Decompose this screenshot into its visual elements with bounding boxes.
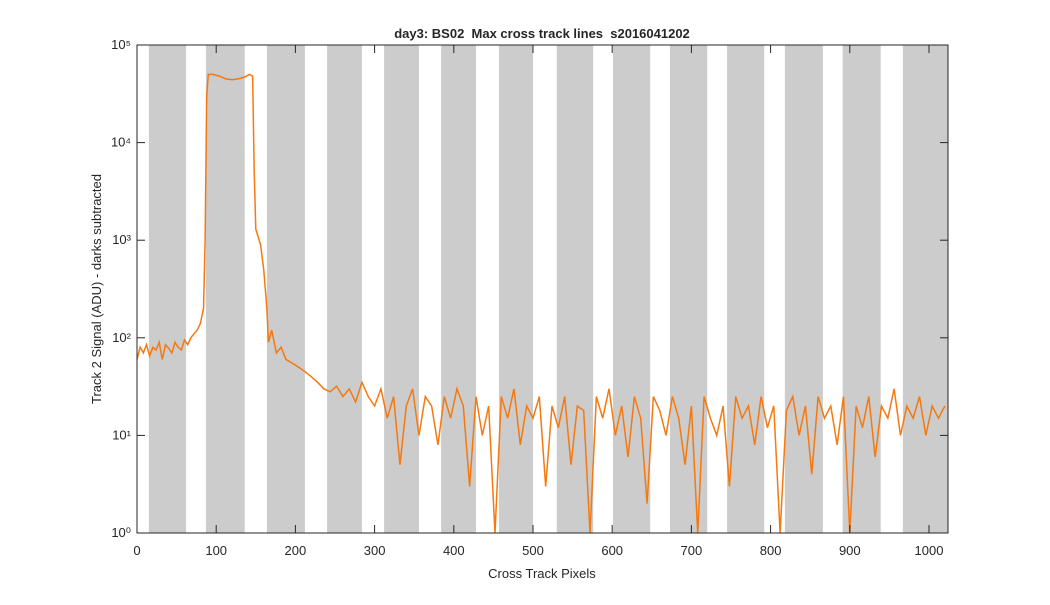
y-tick-label: 10⁵ (111, 37, 131, 52)
y-tick-label: 10¹ (112, 427, 131, 442)
x-tick-label: 600 (601, 543, 623, 558)
y-tick-label: 10⁰ (111, 525, 131, 540)
shaded-region (784, 45, 823, 533)
shaded-region (842, 45, 881, 533)
chart-title: day3: BS02 Max cross track lines s201604… (394, 26, 690, 41)
x-tick-label: 400 (443, 543, 465, 558)
x-tick-label: 800 (760, 543, 782, 558)
x-tick-label: 900 (839, 543, 861, 558)
shaded-region (327, 45, 362, 533)
shaded-region (441, 45, 476, 533)
shaded-region (148, 45, 187, 533)
y-axis-label: Track 2 Signal (ADU) - darks subtracted (89, 174, 104, 404)
axes-box (136, 44, 949, 534)
y-tick-label: 10⁴ (111, 135, 131, 150)
x-tick-label: 700 (681, 543, 703, 558)
x-tick-label: 0 (133, 543, 140, 558)
data-line (137, 73, 946, 533)
shaded-region (556, 45, 594, 533)
shaded-region (902, 45, 948, 533)
y-tick-label: 10³ (112, 232, 131, 247)
x-tick-label: 1000 (915, 543, 944, 558)
shaded-region (266, 45, 305, 533)
shaded-region (727, 45, 765, 533)
x-tick-label: 200 (285, 543, 307, 558)
shaded-region (384, 45, 419, 533)
shaded-region (612, 45, 651, 533)
x-axis-label: Cross Track Pixels (488, 566, 596, 581)
x-tick-label: 100 (205, 543, 227, 558)
x-tick-label: 300 (364, 543, 386, 558)
x-tick-label: 500 (522, 543, 544, 558)
shaded-region (205, 45, 245, 533)
y-tick-label: 10² (112, 330, 131, 345)
shaded-region (498, 45, 533, 533)
